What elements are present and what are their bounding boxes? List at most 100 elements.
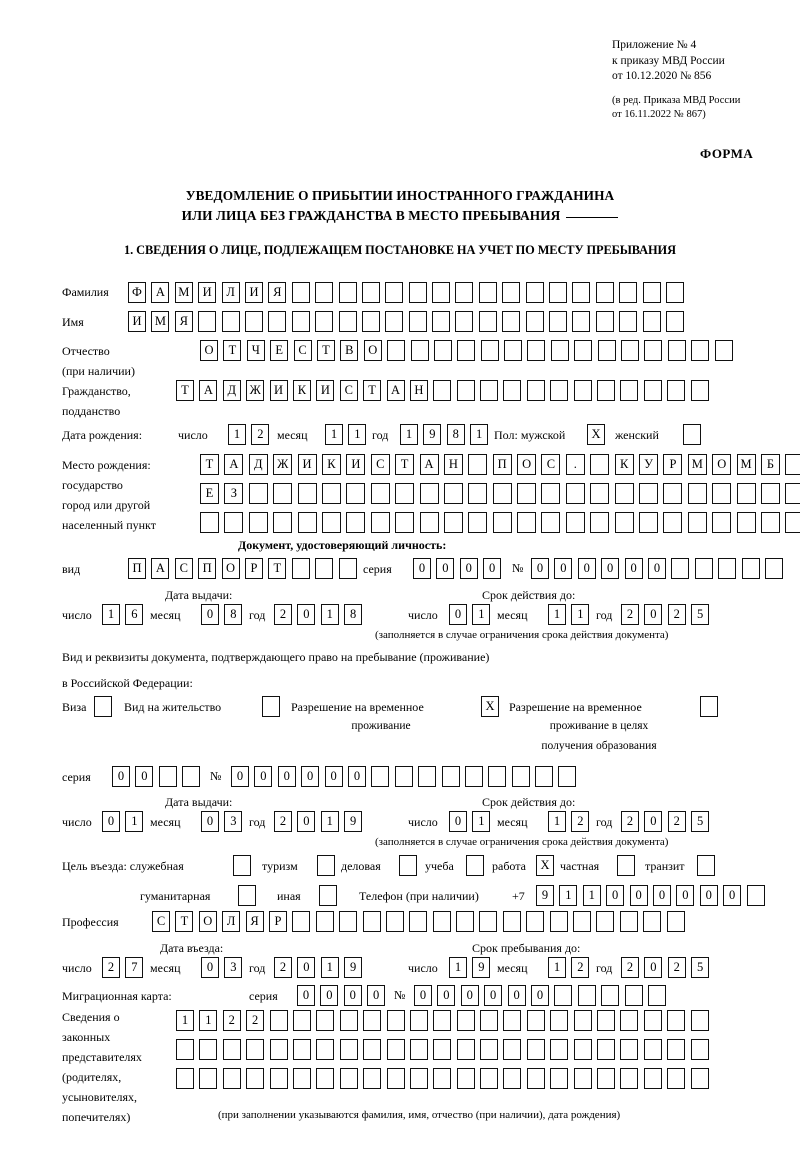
char-box[interactable] [642,311,661,332]
char-box[interactable]: 2 [571,811,590,832]
char-box[interactable] [291,558,310,579]
char-box[interactable]: 0 [676,885,695,906]
char-box[interactable] [338,282,357,303]
char-box[interactable]: 1 [548,957,566,978]
char-box[interactable]: 0 [324,766,343,787]
char-box[interactable] [643,1010,662,1031]
char-box[interactable]: 0 [644,604,663,625]
char-box[interactable]: У [639,454,659,475]
char-box[interactable]: 6 [125,604,144,625]
char-box[interactable]: М [151,311,170,332]
char-box[interactable] [511,766,530,787]
char-box[interactable] [527,340,546,361]
char-box[interactable] [620,380,639,401]
char-box[interactable]: И [198,282,217,303]
char-box[interactable] [362,911,381,932]
char-box[interactable] [712,483,732,504]
char-box[interactable]: 2 [667,811,686,832]
char-box[interactable]: К [321,454,341,475]
char-box[interactable]: М [687,454,707,475]
char-box[interactable] [565,483,585,504]
char-box[interactable]: 0 [699,885,718,906]
char-box[interactable]: 0 [135,766,154,787]
char-box[interactable] [291,282,310,303]
char-box[interactable]: М [174,282,193,303]
char-box[interactable] [644,340,663,361]
char-box[interactable] [503,1010,522,1031]
char-box[interactable]: Б [760,454,780,475]
char-box[interactable]: 0 [347,766,366,787]
char-box[interactable]: 8 [446,424,465,445]
char-box[interactable] [456,1039,475,1060]
char-box[interactable] [597,1039,616,1060]
char-box[interactable] [408,311,427,332]
char-box[interactable]: А [419,454,439,475]
char-box[interactable]: 1 [102,604,120,625]
temp-residence-checkbox[interactable]: X [481,696,499,717]
char-box[interactable] [222,1039,241,1060]
char-box[interactable]: А [199,380,218,401]
char-box[interactable]: 0 [297,604,316,625]
char-box[interactable]: Л [221,282,240,303]
char-box[interactable] [573,911,592,932]
char-box[interactable]: 0 [644,957,663,978]
char-box[interactable]: 0 [102,811,120,832]
char-box[interactable]: 0 [644,811,663,832]
char-box[interactable]: 2 [102,957,120,978]
char-box[interactable] [468,454,488,475]
char-box[interactable]: И [316,380,335,401]
char-box[interactable]: Я [174,311,193,332]
char-box[interactable]: Я [268,282,287,303]
char-box[interactable] [718,558,737,579]
char-box[interactable]: 1 [199,1010,218,1031]
char-box[interactable]: А [224,454,244,475]
char-box[interactable]: Т [268,558,287,579]
char-box[interactable] [764,558,783,579]
char-box[interactable]: Н [443,454,463,475]
char-box[interactable]: Л [222,911,241,932]
char-box[interactable] [468,512,488,533]
char-box[interactable] [182,766,201,787]
char-box[interactable]: О [363,340,382,361]
char-box[interactable]: 0 [531,558,549,579]
char-box[interactable]: 1 [176,1010,194,1031]
purpose-private-checkbox[interactable] [617,855,635,876]
legal-rep-line2-boxes[interactable] [176,1039,714,1060]
char-box[interactable]: 0 [367,985,386,1006]
char-box[interactable] [573,1039,592,1060]
char-box[interactable]: 1 [472,811,491,832]
char-box[interactable] [315,311,334,332]
char-box[interactable] [690,380,709,401]
char-box[interactable] [619,911,638,932]
char-box[interactable]: 9 [472,957,491,978]
char-box[interactable] [158,766,177,787]
char-box[interactable] [269,1010,288,1031]
char-box[interactable]: П [128,558,146,579]
char-box[interactable] [620,1010,639,1031]
char-box[interactable] [361,311,380,332]
char-box[interactable]: 1 [548,604,566,625]
char-box[interactable]: Е [200,483,219,504]
char-box[interactable] [574,340,593,361]
char-box[interactable] [321,512,341,533]
char-box[interactable]: 1 [325,424,343,445]
char-box[interactable] [549,911,568,932]
char-box[interactable] [736,483,756,504]
char-box[interactable] [246,1068,265,1089]
char-box[interactable] [409,1068,428,1089]
char-box[interactable] [321,483,341,504]
char-box[interactable]: 0 [577,558,596,579]
char-box[interactable] [346,512,366,533]
char-box[interactable] [667,380,686,401]
char-box[interactable] [525,282,544,303]
char-box[interactable] [432,911,451,932]
